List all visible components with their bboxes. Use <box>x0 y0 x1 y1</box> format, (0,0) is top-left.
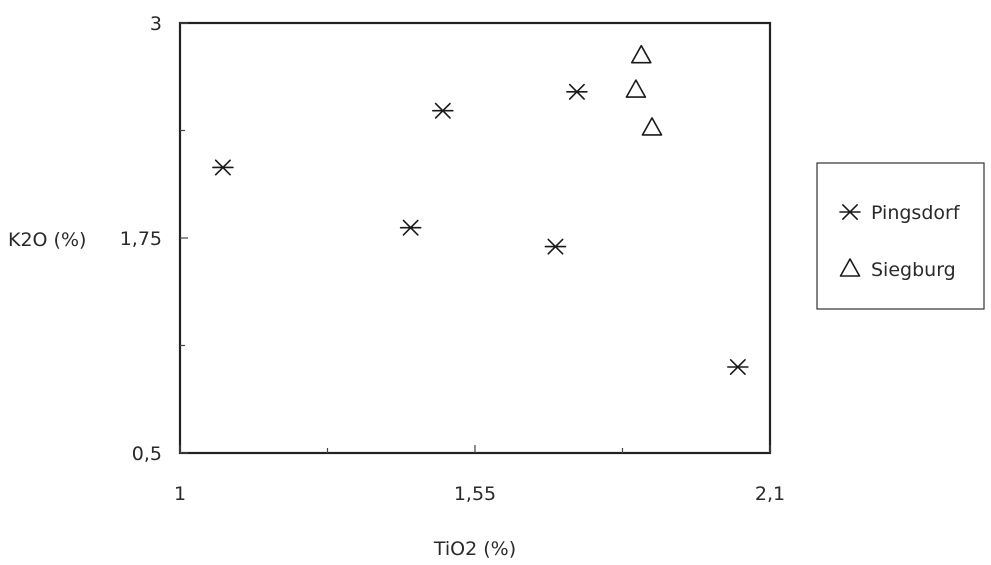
asterisk-icon <box>839 204 861 220</box>
pingsdorf-point <box>212 159 234 176</box>
y-tick-label: 1,75 <box>120 228 162 250</box>
x-tick-label: 2,1 <box>755 483 785 505</box>
legend-box <box>816 162 985 310</box>
x-axis-title: TiO2 (%) <box>433 538 516 560</box>
pingsdorf-point <box>399 219 422 236</box>
y-tick-label: 3 <box>150 13 162 35</box>
siegburg-point <box>630 44 652 64</box>
x-tick-label: 1,55 <box>454 483 496 505</box>
pingsdorf-point <box>544 238 567 255</box>
pingsdorf-point <box>432 102 454 119</box>
pingsdorf-point <box>566 83 588 100</box>
axis-ticks <box>179 22 771 454</box>
tick-labels: 1 1,55 2,1 0,5 1,75 3 <box>120 13 785 505</box>
plot-frame <box>178 21 772 455</box>
triangle-icon <box>839 258 861 277</box>
legend-label: Siegburg <box>871 259 956 281</box>
plot-area <box>178 21 772 455</box>
data-points <box>212 44 749 376</box>
x-tick-label: 1 <box>174 483 186 505</box>
legend-label: Pingsdorf <box>871 202 961 224</box>
y-tick-label: 0,5 <box>132 443 162 465</box>
y-axis-title: K2O (%) <box>8 229 86 251</box>
pingsdorf-point <box>727 358 749 376</box>
legend: Pingsdorf Siegburg <box>816 162 985 310</box>
siegburg-point <box>641 117 663 136</box>
siegburg-point <box>625 79 647 98</box>
